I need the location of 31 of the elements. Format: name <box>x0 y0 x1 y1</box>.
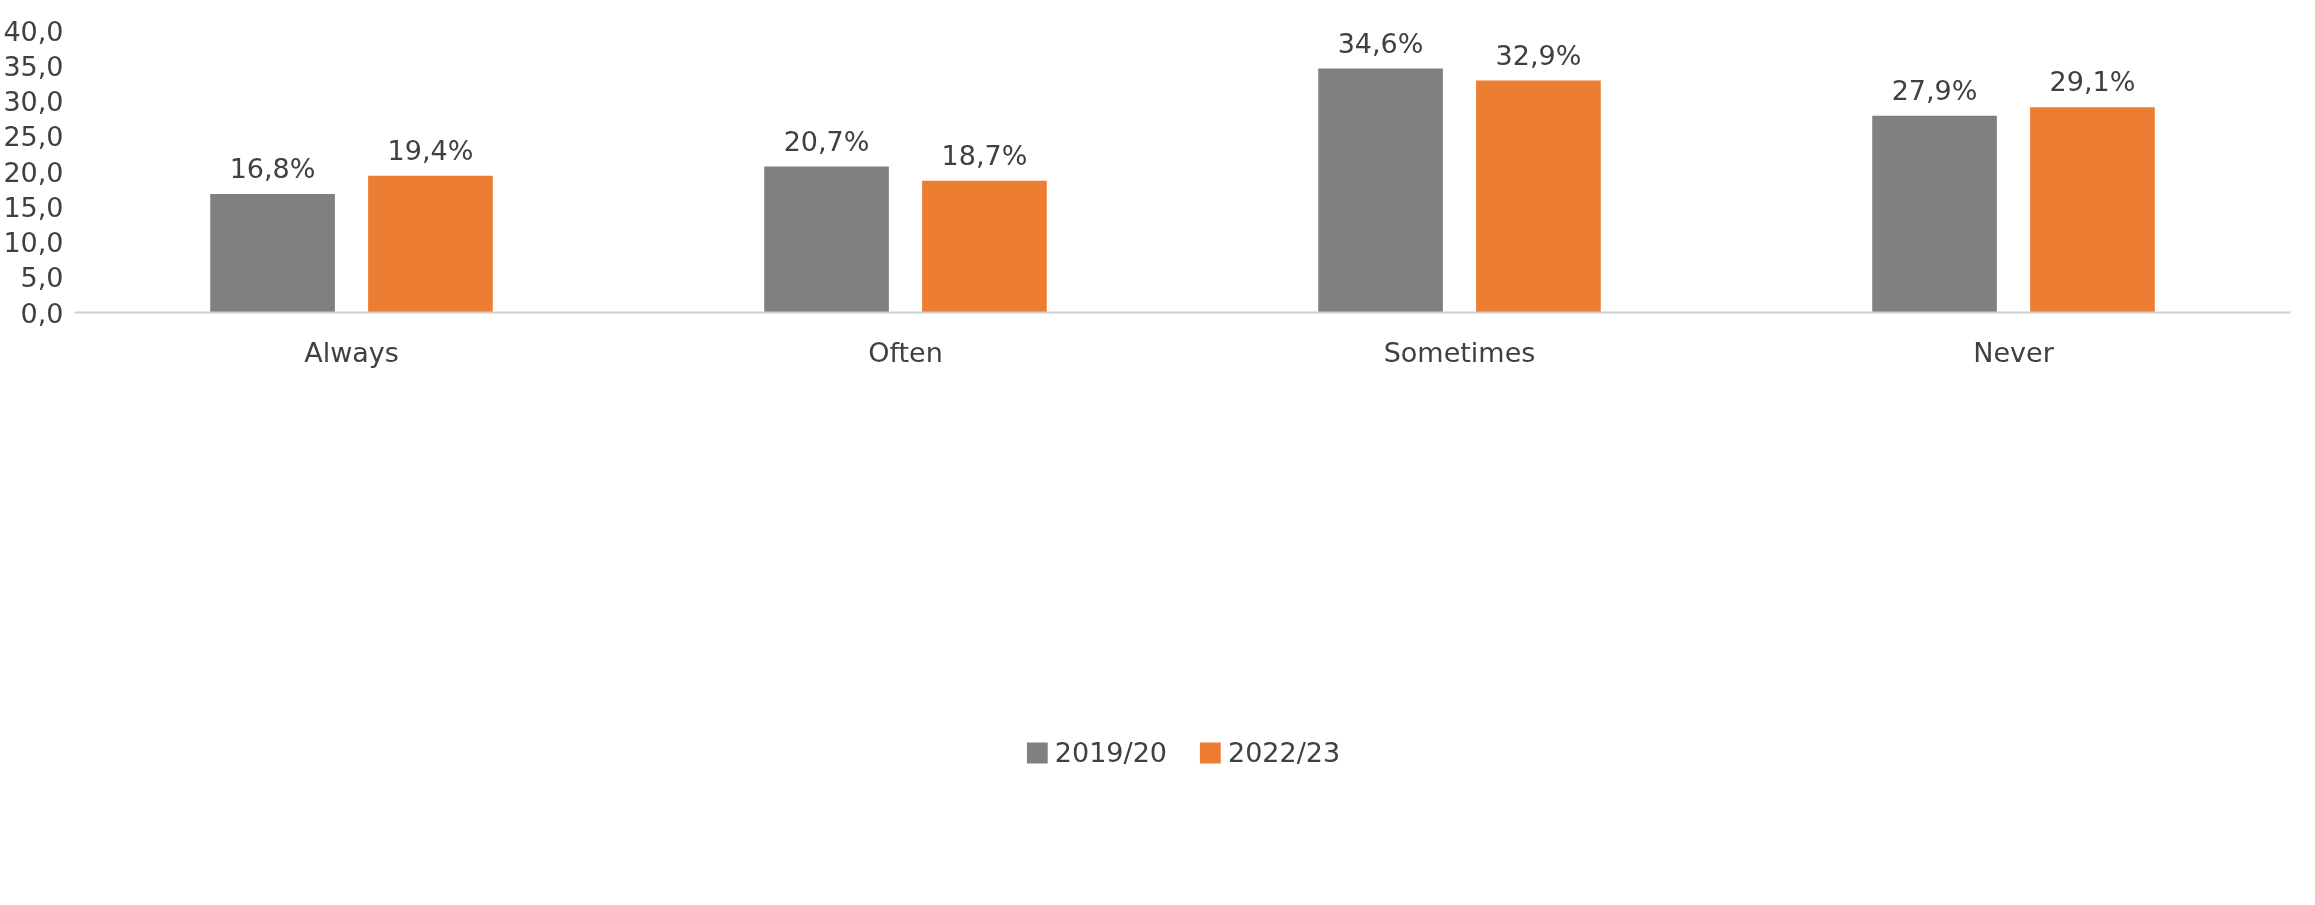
y-tick-label: 10,0 <box>3 227 64 258</box>
y-tick-label: 30,0 <box>3 86 64 117</box>
data-label: 18,7% <box>941 139 1028 171</box>
bar <box>1476 80 1601 313</box>
bar <box>210 194 335 313</box>
bar <box>368 175 493 313</box>
bar <box>1318 68 1443 313</box>
y-tick-label: 5,0 <box>20 262 64 294</box>
data-label: 29,1% <box>2049 66 2136 98</box>
bar <box>1872 115 1997 313</box>
bar <box>922 180 1047 313</box>
y-tick-label: 25,0 <box>3 121 64 153</box>
data-label: 34,6% <box>1337 27 1424 59</box>
y-tick-label: 35,0 <box>3 50 64 82</box>
y-tick-label: 0,0 <box>20 297 64 329</box>
y-tick-label: 20,0 <box>3 156 64 188</box>
data-label: 32,9% <box>1495 39 1582 71</box>
x-tick-label: Often <box>868 336 943 368</box>
y-tick-label: 15,0 <box>3 191 64 223</box>
data-label: 20,7% <box>783 125 870 157</box>
legend-label: 2022/23 <box>1228 736 1341 768</box>
y-tick-label: 40,0 <box>3 15 64 47</box>
x-tick-label: Never <box>1973 336 2055 368</box>
legend-label: 2019/20 <box>1054 736 1167 768</box>
bar <box>764 166 889 313</box>
x-tick-label: Sometimes <box>1383 336 1536 368</box>
bar <box>2030 107 2155 313</box>
x-tick-label: Always <box>304 336 399 368</box>
data-label: 19,4% <box>387 134 474 166</box>
data-label: 16,8% <box>229 153 316 185</box>
data-label: 27,9% <box>1891 74 1978 106</box>
